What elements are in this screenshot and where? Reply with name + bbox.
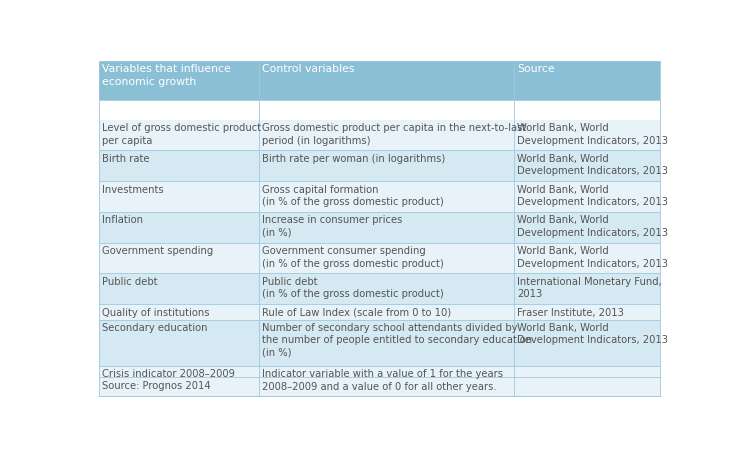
Bar bbox=[258, 377, 514, 396]
Bar bbox=[514, 212, 660, 243]
Bar bbox=[514, 304, 660, 320]
Text: Number of secondary school attendants divided by
the number of people entitled t: Number of secondary school attendants di… bbox=[262, 323, 532, 358]
Bar bbox=[514, 377, 660, 396]
Text: Level of gross domestic product
per capita: Level of gross domestic product per capi… bbox=[102, 123, 261, 146]
Bar bbox=[514, 365, 660, 396]
Bar bbox=[98, 377, 258, 396]
Text: Control variables: Control variables bbox=[262, 64, 354, 74]
Text: World Bank, World
Development Indicators, 2013: World Bank, World Development Indicators… bbox=[517, 323, 668, 345]
Bar bbox=[98, 181, 258, 212]
Bar bbox=[98, 243, 258, 273]
Text: World Bank, World
Development Indicators, 2013: World Bank, World Development Indicators… bbox=[517, 246, 668, 269]
Text: Inflation: Inflation bbox=[102, 216, 143, 226]
Bar bbox=[258, 212, 514, 243]
Bar bbox=[258, 181, 514, 212]
Text: Government spending: Government spending bbox=[102, 246, 213, 256]
Bar bbox=[258, 304, 514, 320]
Text: Variables that influence
economic growth: Variables that influence economic growth bbox=[102, 64, 231, 87]
Bar bbox=[514, 120, 660, 150]
Text: Quality of institutions: Quality of institutions bbox=[102, 308, 209, 318]
Bar bbox=[98, 320, 258, 365]
Bar bbox=[258, 243, 514, 273]
Text: Rule of Law Index (scale from 0 to 10): Rule of Law Index (scale from 0 to 10) bbox=[262, 308, 451, 318]
Text: Source: Prognos 2014: Source: Prognos 2014 bbox=[102, 380, 211, 390]
Text: Public debt: Public debt bbox=[102, 277, 158, 287]
Bar bbox=[514, 150, 660, 181]
Bar bbox=[98, 61, 258, 100]
Text: Investments: Investments bbox=[102, 185, 164, 195]
Text: Gross domestic product per capita in the next-to-last
period (in logarithms): Gross domestic product per capita in the… bbox=[262, 123, 526, 146]
Bar bbox=[514, 181, 660, 212]
Bar bbox=[258, 150, 514, 181]
Text: International Monetary Fund,
2013: International Monetary Fund, 2013 bbox=[517, 277, 662, 299]
Bar bbox=[98, 304, 258, 320]
Text: Birth rate: Birth rate bbox=[102, 154, 149, 164]
Text: Birth rate per woman (in logarithms): Birth rate per woman (in logarithms) bbox=[262, 154, 445, 164]
Text: Public debt
(in % of the gross domestic product): Public debt (in % of the gross domestic … bbox=[262, 277, 444, 299]
Bar bbox=[514, 273, 660, 304]
Bar bbox=[258, 273, 514, 304]
Bar bbox=[514, 243, 660, 273]
Text: Gross capital formation
(in % of the gross domestic product): Gross capital formation (in % of the gro… bbox=[262, 185, 444, 207]
Bar bbox=[98, 365, 258, 396]
Text: Crisis indicator 2008–2009: Crisis indicator 2008–2009 bbox=[102, 369, 235, 379]
Bar bbox=[258, 365, 514, 396]
Text: World Bank, World
Development Indicators, 2013: World Bank, World Development Indicators… bbox=[517, 216, 668, 238]
Text: World Bank, World
Development Indicators, 2013: World Bank, World Development Indicators… bbox=[517, 185, 668, 207]
Text: Secondary education: Secondary education bbox=[102, 323, 208, 333]
Bar bbox=[514, 61, 660, 100]
Text: Fraser Institute, 2013: Fraser Institute, 2013 bbox=[517, 308, 625, 318]
Text: Source: Source bbox=[517, 64, 555, 74]
Bar bbox=[98, 120, 258, 150]
Bar bbox=[98, 212, 258, 243]
Bar bbox=[258, 320, 514, 365]
Text: Increase in consumer prices
(in %): Increase in consumer prices (in %) bbox=[262, 216, 403, 238]
Bar bbox=[98, 150, 258, 181]
Text: World Bank, World
Development Indicators, 2013: World Bank, World Development Indicators… bbox=[517, 123, 668, 146]
Bar bbox=[258, 61, 514, 100]
Text: Indicator variable with a value of 1 for the years
2008–2009 and a value of 0 fo: Indicator variable with a value of 1 for… bbox=[262, 369, 503, 391]
Text: Government consumer spending
(in % of the gross domestic product): Government consumer spending (in % of th… bbox=[262, 246, 444, 269]
Text: World Bank, World
Development Indicators, 2013: World Bank, World Development Indicators… bbox=[517, 154, 668, 176]
Bar bbox=[258, 120, 514, 150]
Bar bbox=[98, 273, 258, 304]
Bar bbox=[514, 320, 660, 365]
